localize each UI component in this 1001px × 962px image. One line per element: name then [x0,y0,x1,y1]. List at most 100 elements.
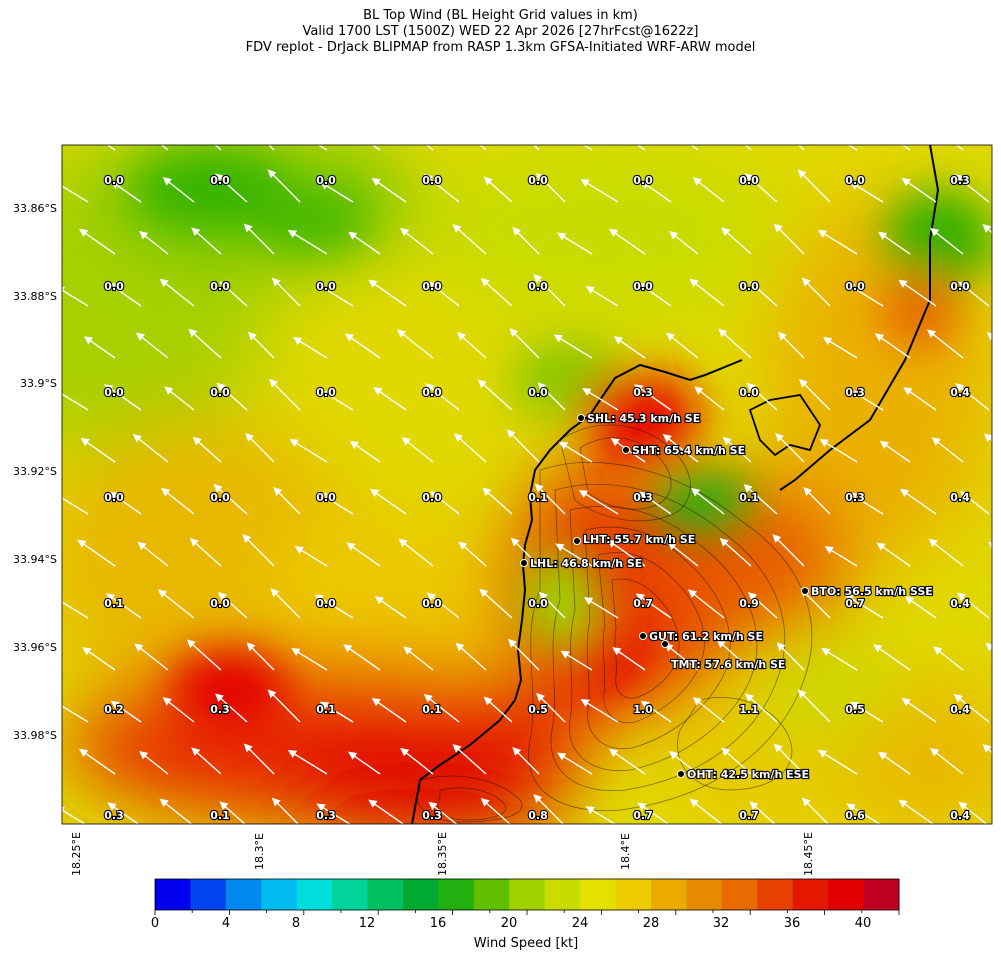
wind-arrow [453,433,487,463]
wind-arrow [773,743,805,775]
colorbar-swatch [261,879,298,910]
wind-arrow [719,537,752,567]
grid-value: 0.0 [210,386,230,399]
grid-value: 0.0 [104,280,124,293]
grid-value: 0.0 [104,386,124,399]
grid-value: 0.0 [739,386,759,399]
colorbar-tick: 40 [854,916,872,931]
colorbar-tick: 12 [358,916,376,931]
wind-arrow [105,593,142,619]
wind-arrow [245,432,275,463]
wind-arrow [899,488,937,515]
bl-height-grid: 0.0 0.0 0.0 0.0 0.0 0.0 0.0 0.0 0.3 0.0 0.0 0.0 0.0 0… [103,173,971,823]
wind-arrow [773,223,805,255]
wind-arrow [848,492,884,515]
lon-label: 18.25°E [70,832,83,876]
colorbar-swatch [544,879,581,910]
wind-arrow [191,747,222,775]
wind-arrow [903,387,937,411]
grid-value: 0.1 [528,491,548,504]
wind-arrow [898,279,937,307]
wind-arrow [368,279,407,307]
wind-arrow [636,145,646,151]
wind-arrow [452,743,487,775]
wind-arrow [316,803,352,824]
station-label: SHT: 65.4 km/h SE [632,444,745,457]
wind-arrow [849,181,884,203]
colorbar-tick: 16 [429,916,447,931]
wind-arrow [744,173,778,203]
wind-arrow [110,700,142,723]
wind-arrow [291,648,328,671]
wind-arrow [847,145,858,151]
grid-value: 0.0 [210,491,230,504]
wind-arrow [634,384,672,411]
wind-arrow [926,329,964,359]
wind-arrow [214,693,248,723]
wind-arrow [640,180,672,203]
colorbar-swatch [190,879,227,910]
station-dot [801,587,809,595]
wind-arrow [851,390,884,411]
lat-label: 33.94°S [13,553,57,566]
wind-arrow [483,696,513,723]
wind-arrow [844,594,884,619]
grid-value: 0.0 [528,280,548,293]
wind-arrow [846,283,884,307]
grid-value: 0.3 [633,386,653,399]
grid-value: 0.6 [845,809,865,822]
wind-arrow [109,491,142,515]
lat-label: 33.96°S [13,641,57,654]
wind-arrow [134,643,169,671]
wind-arrow [878,751,911,775]
grid-value: 0.0 [422,174,442,187]
wind-arrow [608,228,646,255]
grid-value: 0.0 [528,597,548,610]
wind-arrow [458,541,487,567]
wind-arrow [157,589,195,619]
wind-arrow [273,487,301,515]
chart-title: BL Top Wind (BL Height Grid values in km… [0,8,1001,56]
grid-value: 0.0 [210,597,230,610]
colorbar-swatch [757,879,794,910]
wind-arrow [904,596,937,619]
wind-arrow [398,538,434,567]
grid-value: 0.0 [739,174,759,187]
wind-arrow [721,227,752,255]
wind-arrow [62,597,89,619]
grid-value: 0.3 [210,703,230,716]
wind-arrow [269,378,301,411]
wind-arrow [189,537,222,567]
colorbar-tick: 32 [712,916,730,931]
grid-value: 0.5 [845,703,865,716]
wind-arrow [772,534,805,567]
grid-value: 0.1 [104,597,124,610]
wind-arrow [898,799,935,824]
wind-arrow [314,594,354,619]
wind-arrow [512,227,540,255]
wind-arrow [159,278,195,307]
wind-arrow [662,434,699,463]
wind-arrow [214,173,248,203]
wind-arrow [538,591,566,619]
wind-arrow [396,329,434,359]
grid-value: 0.1 [422,703,442,716]
wind-arrow [369,488,407,515]
grid-value: 0.0 [422,597,442,610]
wind-arrow [930,227,964,255]
title-line-3: FDV replot - DrJack BLIPMAP from RASP 1.… [245,40,756,55]
wind-arrow [62,286,89,307]
wind-arrow [958,281,990,307]
title-line-2: Valid 1700 LST (1500Z) WED 22 Apr 2026 [… [302,24,699,39]
wind-arrow [506,429,540,463]
wind-arrow [483,176,513,203]
wind-arrow [110,180,142,203]
wind-arrow [287,749,328,775]
wind-arrow [557,232,593,255]
wind-arrow [401,437,434,463]
wind-arrow [400,747,434,775]
wind-arrow [138,751,169,775]
wind-arrow [271,277,301,307]
station-label: OHT: 42.5 km/h ESE [687,768,809,781]
wind-arrow [722,436,752,463]
